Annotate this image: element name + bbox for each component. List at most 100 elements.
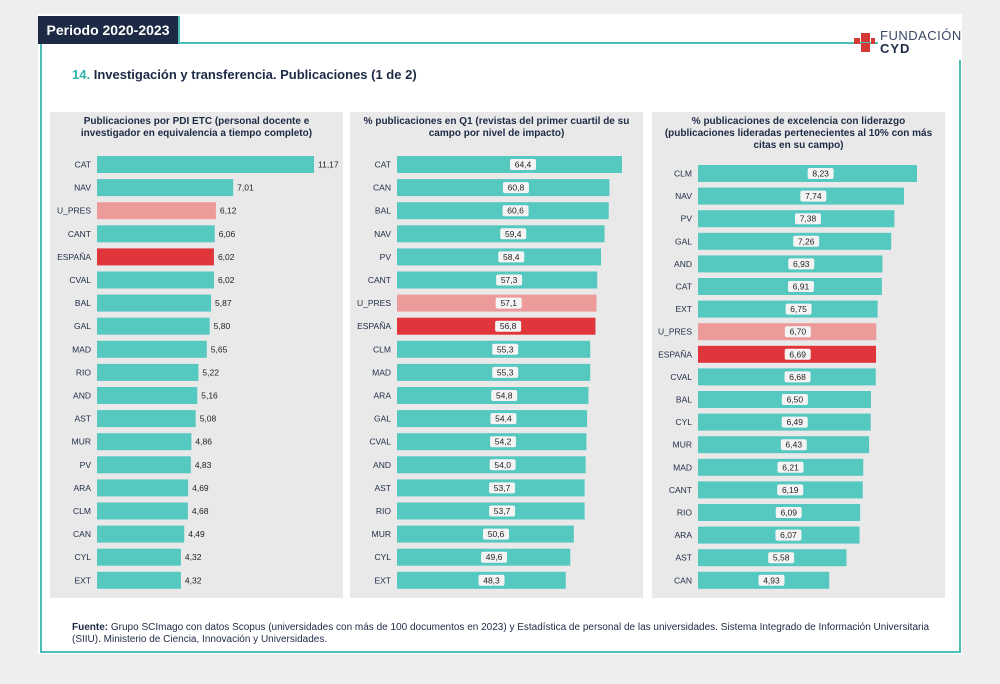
value-label: 5,65 <box>211 344 228 354</box>
bar-chart-excelencia: CLM 8,23 NAV 7,74 PV 7,38 GAL 7,26 AND 6,93 CAT 6,9… <box>658 165 917 589</box>
value-label-box <box>784 371 811 383</box>
value-label: 6,70 <box>790 327 807 337</box>
logo-text-fundacion: FUNDACIÓN <box>880 28 962 43</box>
value-label: 4,83 <box>195 460 212 470</box>
value-label: 6,68 <box>789 372 806 382</box>
value-label-box <box>492 343 519 355</box>
category-label: CAT <box>676 282 692 292</box>
value-label: 50,6 <box>488 529 505 539</box>
chart-title: % publicaciones en Q1 (revistas del prim… <box>363 116 630 139</box>
value-label-box <box>785 303 812 315</box>
value-label-box <box>780 439 807 451</box>
value-label-box <box>483 528 509 540</box>
value-label: 6,75 <box>790 304 807 314</box>
value-label: 4,86 <box>195 437 212 447</box>
value-label-box <box>489 459 516 471</box>
category-label: U_PRES <box>658 327 692 337</box>
bar <box>97 179 234 197</box>
bar <box>97 502 188 520</box>
value-label: 54,2 <box>495 437 512 447</box>
value-label-box <box>495 297 522 309</box>
value-label-box <box>784 326 811 338</box>
value-label: 6,91 <box>793 282 810 292</box>
value-label-box <box>800 190 827 202</box>
value-label: 6,50 <box>787 395 804 405</box>
category-label: EXT <box>675 304 692 314</box>
value-label-box <box>500 228 527 240</box>
value-label: 53,7 <box>494 506 511 516</box>
value-label: 4,93 <box>763 575 780 585</box>
category-label: NAV <box>74 183 91 193</box>
value-label: 5,16 <box>201 391 218 401</box>
value-label: 7,74 <box>805 191 822 201</box>
value-label: 53,7 <box>494 483 511 493</box>
category-label: AND <box>73 391 91 401</box>
value-label: 58,4 <box>503 252 520 262</box>
category-label: GAL <box>675 236 692 246</box>
value-label-box <box>781 416 808 428</box>
category-label: ARA <box>675 530 693 540</box>
bar <box>97 340 207 358</box>
category-label: AND <box>373 460 391 470</box>
fundacion-cyd-logo: FUNDACIÓN CYD <box>854 26 974 60</box>
category-label: ESPAÑA <box>658 349 692 359</box>
category-label: CVAL <box>670 372 692 382</box>
value-label: 4,68 <box>192 506 209 516</box>
bar <box>698 165 917 182</box>
frame-bottom-line <box>40 651 961 653</box>
value-label-box <box>489 482 516 494</box>
bar <box>97 433 192 451</box>
category-label: U_PRES <box>57 206 91 216</box>
category-label: RIO <box>677 508 693 518</box>
value-label: 7,38 <box>800 214 817 224</box>
value-label-box <box>775 507 802 518</box>
value-label-box <box>777 484 804 496</box>
value-label: 6,43 <box>786 440 803 450</box>
value-label-box <box>492 366 519 378</box>
value-label: 6,02 <box>218 252 235 262</box>
category-label: U_PRES <box>357 298 391 308</box>
value-label-box <box>498 251 525 263</box>
value-label: 4,32 <box>185 575 202 585</box>
frame-top-line <box>40 42 878 44</box>
value-label-box <box>478 574 505 586</box>
category-label: CLM <box>373 344 391 354</box>
value-label: 4,69 <box>192 483 209 493</box>
value-label: 54,0 <box>494 460 511 470</box>
value-label: 5,58 <box>773 553 790 563</box>
value-label: 60,8 <box>508 183 525 193</box>
category-label: EXT <box>374 575 391 585</box>
value-label: 64,4 <box>515 160 532 170</box>
source-footnote: Fuente: Grupo SCImago con datos Scopus (… <box>72 622 952 646</box>
value-label-box <box>496 274 523 286</box>
bar <box>397 156 622 173</box>
value-label-box <box>777 461 804 473</box>
value-label-box <box>491 390 518 401</box>
value-label: 48,3 <box>483 575 500 585</box>
bar <box>97 525 185 543</box>
bar <box>97 571 181 589</box>
category-label: CAN <box>674 575 692 585</box>
chart-title: Publicaciones por PDI ETC (personal doce… <box>80 116 313 139</box>
bar-chart-q1: CAT 64,4 CAN 60,8 BAL 60,6 NAV 59,4 PV 58,4 CANT 57… <box>357 156 622 589</box>
category-label: CYL <box>374 552 391 562</box>
category-label: BAL <box>75 298 91 308</box>
category-label: CANT <box>669 485 692 495</box>
value-label: 49,6 <box>486 552 503 562</box>
bar <box>97 202 216 220</box>
category-label: CLM <box>73 506 91 516</box>
category-label: CYL <box>675 417 692 427</box>
bar <box>97 156 314 173</box>
value-label: 5,08 <box>200 414 217 424</box>
category-label: NAV <box>675 191 692 201</box>
value-label-box <box>502 205 529 217</box>
frame-right-line <box>959 60 961 653</box>
category-label: NAV <box>374 229 391 239</box>
category-label: ESPAÑA <box>357 321 391 331</box>
category-label: CAT <box>75 160 91 170</box>
value-label: 8,23 <box>812 169 829 179</box>
footnote-text: Grupo SCImago con datos Scopus (universi… <box>72 622 930 645</box>
value-label-box <box>787 281 814 292</box>
value-label: 11,17 <box>318 160 339 170</box>
value-label: 5,22 <box>202 367 219 377</box>
